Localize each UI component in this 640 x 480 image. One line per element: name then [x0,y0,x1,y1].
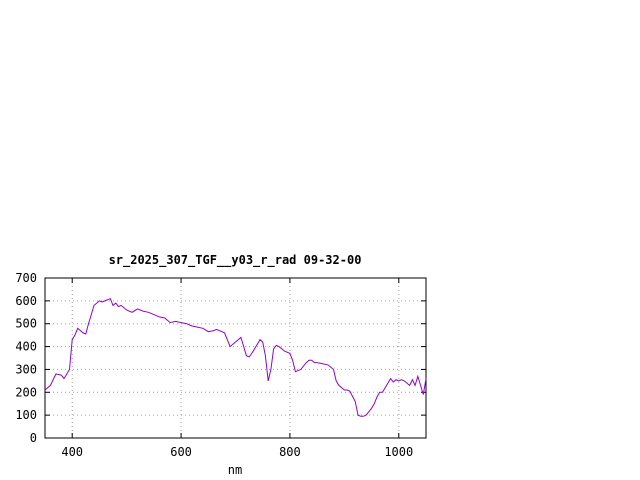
x-tick-label: 400 [61,445,83,459]
axis-ticks: 0 100 200 300 400 500 600 700 400 600 800 1000 [15,271,426,459]
x-tick-label: 1000 [384,445,413,459]
series-line [44,297,427,417]
chart-title: sr_2025_307_TGF__y03_r_rad 09-32-00 [109,253,362,268]
y-tick-label: 400 [15,340,37,354]
y-tick-label: 300 [15,362,37,376]
plot-frame [44,277,427,439]
x-tick-label: 800 [279,445,301,459]
y-tick-label: 500 [15,317,37,331]
y-tick-label: 700 [15,271,37,285]
x-tick-label: 600 [170,445,192,459]
series-layer [44,297,427,417]
y-tick-label: 100 [15,408,37,422]
x-axis-label: nm [228,463,242,477]
y-tick-label: 200 [15,385,37,399]
y-tick-label: 600 [15,294,37,308]
y-tick-label: 0 [30,431,37,445]
grid-lines [45,278,426,438]
